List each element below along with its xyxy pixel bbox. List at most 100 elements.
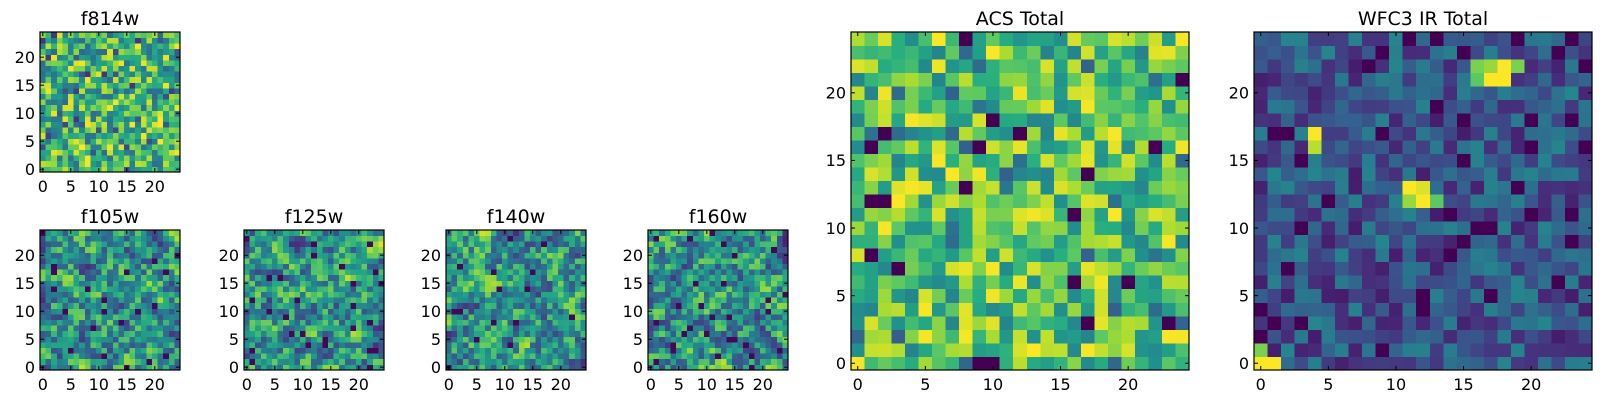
- heatmap-cell: [356, 269, 362, 276]
- heatmap-cell: [743, 353, 750, 360]
- heatmap-cell: [972, 261, 987, 276]
- heatmap-cell: [851, 113, 865, 127]
- heatmap-cell: [558, 336, 564, 343]
- heatmap-cell: [1294, 207, 1309, 222]
- heatmap-cell: [157, 297, 164, 304]
- heatmap-cell: [1524, 234, 1539, 249]
- heatmap-cell: [558, 302, 564, 309]
- heatmap-cell: [90, 82, 97, 89]
- heatmap-cell: [118, 32, 125, 38]
- heatmap-cell: [372, 336, 379, 343]
- heatmap-cell: [367, 336, 374, 343]
- heatmap-cell: [1175, 342, 1190, 357]
- heatmap-cell: [101, 155, 108, 162]
- heatmap-cell: [135, 353, 142, 360]
- heatmap-cell: [1402, 32, 1417, 46]
- heatmap-cell: [146, 116, 153, 122]
- heatmap-cell: [945, 140, 960, 155]
- heatmap-cell: [737, 241, 744, 248]
- heatmap-cell: [518, 280, 525, 287]
- heatmap-cell: [1537, 356, 1552, 371]
- heatmap-cell: [294, 319, 301, 326]
- heatmap-cell: [68, 82, 74, 89]
- heatmap-cell: [972, 32, 987, 46]
- heatmap-cell: [670, 274, 677, 281]
- heatmap-cell: [277, 314, 284, 320]
- heatmap-cell: [726, 302, 733, 309]
- heatmap-cell: [124, 132, 130, 139]
- heatmap-cell: [168, 364, 175, 371]
- heatmap-cell: [146, 32, 153, 38]
- heatmap-cell: [502, 274, 508, 281]
- heatmap-cell: [361, 235, 368, 242]
- heatmap-cell: [1107, 261, 1122, 276]
- heatmap-cell: [146, 308, 153, 315]
- heatmap-cell: [851, 99, 865, 114]
- heatmap-cell: [350, 325, 357, 332]
- heatmap-cell: [350, 274, 357, 281]
- heatmap-cell: [1470, 86, 1485, 100]
- heatmap-cell: [283, 235, 290, 242]
- heatmap-cell: [45, 121, 52, 128]
- heatmap-cell: [1416, 356, 1431, 371]
- heatmap-cell: [157, 138, 164, 145]
- heatmap-cell: [328, 314, 334, 320]
- heatmap-cell: [490, 319, 497, 326]
- heatmap-cell: [776, 314, 783, 320]
- heatmap-cell: [129, 353, 136, 360]
- heatmap-cell: [135, 65, 142, 72]
- heatmap-cell: [266, 330, 273, 337]
- heatmap-cell: [96, 149, 102, 156]
- heatmap-cell: [316, 269, 323, 276]
- heatmap-cell: [79, 353, 86, 360]
- heatmap-cell: [552, 269, 559, 276]
- heatmap-cell: [294, 246, 301, 253]
- heatmap-cell: [1470, 180, 1485, 195]
- heatmap-cell: [732, 241, 738, 248]
- heatmap-cell: [163, 330, 170, 337]
- heatmap-cell: [704, 235, 710, 242]
- heatmap-cell: [372, 302, 379, 309]
- heatmap-cell: [168, 43, 175, 50]
- heatmap-cell: [73, 258, 80, 264]
- heatmap-cell: [68, 104, 74, 111]
- heatmap-cell: [569, 325, 576, 332]
- heatmap-cell: [546, 325, 553, 332]
- heatmap-cell: [664, 235, 671, 242]
- heatmap-cell: [1267, 207, 1282, 222]
- heatmap-cell: [266, 241, 273, 248]
- heatmap-cell: [124, 48, 130, 55]
- heatmap-cell: [999, 275, 1014, 290]
- heatmap-cell: [1537, 315, 1552, 330]
- heatmap-cell: [507, 364, 514, 371]
- heatmap-cell: [244, 358, 250, 365]
- heatmap-cell: [1497, 261, 1512, 276]
- heatmap-cell: [1080, 248, 1095, 263]
- heatmap-cell: [999, 45, 1014, 60]
- heatmap-cell: [244, 258, 250, 264]
- heatmap-cell: [513, 297, 520, 304]
- heatmap-cell: [1067, 59, 1082, 73]
- heatmap-cell: [163, 325, 170, 332]
- heatmap-cell: [311, 246, 318, 253]
- heatmap-cell: [698, 297, 705, 304]
- heatmap-cell: [316, 330, 323, 337]
- heatmap-cell: [118, 358, 125, 365]
- heatmap-cell: [490, 302, 497, 309]
- heatmap-cell: [1564, 140, 1579, 155]
- heatmap-cell: [732, 274, 738, 281]
- heatmap-cell: [1416, 221, 1431, 236]
- heatmap-cell: [1308, 113, 1322, 127]
- heatmap-cell: [891, 45, 906, 60]
- heatmap-cell: [664, 246, 671, 253]
- heatmap-cell: [1483, 302, 1498, 317]
- heatmap-cell: [1013, 207, 1028, 222]
- heatmap-cell: [720, 230, 727, 236]
- heatmap-cell: [1013, 275, 1028, 290]
- heatmap-cell: [743, 308, 750, 315]
- heatmap-cell: [535, 258, 542, 264]
- heatmap-cell: [648, 241, 654, 248]
- heatmap-cell: [743, 314, 750, 320]
- heatmap-cell: [709, 358, 716, 365]
- heatmap-cell: [140, 71, 147, 78]
